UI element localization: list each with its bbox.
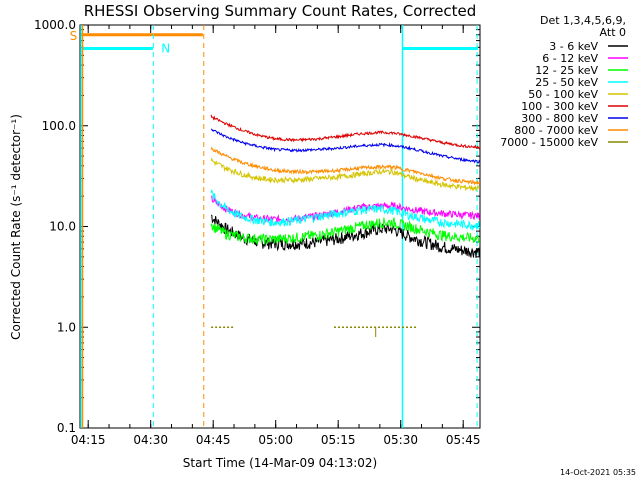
x-tick-label: 05:00: [258, 433, 293, 447]
legend-entry-label: 3 - 6 keV: [549, 40, 598, 53]
y-tick-label: 0.1: [57, 421, 76, 435]
legend-entry-label: 12 - 25 keV: [535, 64, 598, 77]
series-line: [210, 216, 481, 245]
legend-entry-label: 25 - 50 keV: [535, 76, 598, 89]
y-tick-label: 1.0: [57, 320, 76, 334]
legend-entry-label: 100 - 300 keV: [521, 100, 598, 113]
series-line: [210, 146, 481, 186]
series-line: [210, 214, 481, 258]
series-line: [210, 114, 481, 150]
x-tick-label: 04:15: [71, 433, 106, 447]
series-line: [210, 157, 481, 192]
x-tick-label: 05:30: [383, 433, 418, 447]
plot-area: 0.1 1.0 10.0 100.0 1000.0 04:15 04:30 04:45 05:0…: [34, 18, 481, 447]
x-tick-label: 05:15: [321, 433, 356, 447]
y-axis-label: Corrected Count Rate (s⁻¹ detector⁻¹): [9, 114, 23, 340]
legend-entry-label: 6 - 12 keV: [542, 52, 598, 65]
legend-entry-label: 50 - 100 keV: [528, 88, 598, 101]
x-tick-label: 04:45: [196, 433, 231, 447]
legend-entry-label: 7000 - 15000 keV: [500, 136, 598, 149]
y-tick-label: 1000.0: [34, 18, 76, 32]
footer-date: 14-Oct-2021 05:35: [560, 468, 636, 477]
chart-title: RHESSI Observing Summary Count Rates, Co…: [84, 2, 477, 20]
x-axis-label: Start Time (14-Mar-09 04:13:02): [183, 456, 377, 470]
y-tick-label: 100.0: [42, 119, 76, 133]
legend-entry-label: 800 - 7000 keV: [514, 124, 598, 137]
series-line: [210, 195, 481, 224]
x-tick-label: 05:45: [446, 433, 481, 447]
flag-label-s: S: [70, 29, 78, 43]
legend-header: Det 1,3,4,5,6,9,: [540, 14, 626, 27]
flag-label-n: N: [161, 41, 170, 55]
y-tick-label: 10.0: [49, 220, 76, 234]
series-line: [210, 189, 481, 232]
legend-entry-label: 300 - 800 keV: [521, 112, 598, 125]
x-tick-label: 04:30: [133, 433, 168, 447]
series-line: [210, 128, 481, 164]
legend-header: Att 0: [600, 26, 626, 39]
